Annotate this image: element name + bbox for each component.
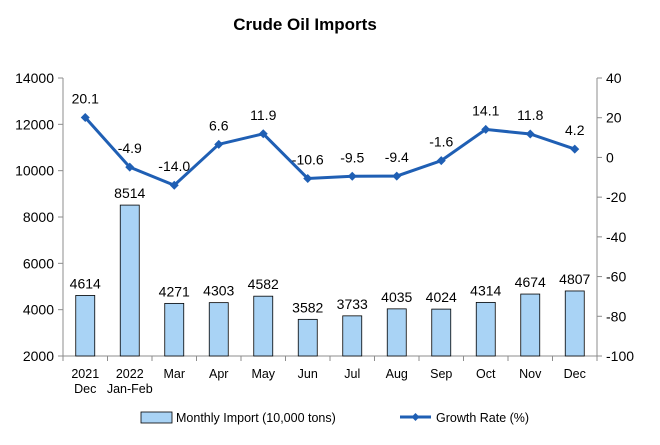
growth-rate-marker [214,139,224,149]
bar-value-label: 4674 [515,274,546,290]
x-tick-label: Sep [430,367,452,381]
x-tick-label: May [251,367,275,381]
bar-value-label: 4614 [70,275,101,291]
growth-rate-label: -1.6 [429,134,453,150]
bar-value-label: 3733 [337,296,368,312]
bar-value-label: 4024 [426,289,457,305]
growth-rate-marker [570,144,580,154]
x-tick-label: Dec [564,367,586,381]
growth-rate-label: -14.0 [158,158,190,174]
growth-rate-marker [436,156,446,166]
left-tick-label: 6000 [23,255,54,271]
growth-rate-label: 4.2 [565,122,585,138]
x-tick-label: Mar [163,367,185,381]
bar-value-label: 4271 [159,283,190,299]
bar-value-label: 3582 [292,299,323,315]
left-tick-label: 10000 [15,163,54,179]
x-tick-label: Jun [298,367,318,381]
bar-value-label: 8514 [114,185,145,201]
growth-rate-label: 11.8 [517,107,543,123]
bar [297,318,318,357]
bar [119,204,140,357]
right-tick-label: 40 [606,70,622,86]
bar [208,302,229,357]
bar [342,315,363,357]
right-tick-label: -60 [606,269,626,285]
growth-rate-marker [392,171,402,181]
growth-rate-marker [303,173,313,183]
x-tick-label: Nov [519,367,542,381]
growth-rate-marker [347,171,357,181]
bar [164,302,185,357]
bar [520,293,541,357]
bar [564,290,585,357]
bar [75,295,96,357]
growth-rate-marker [525,129,535,139]
chart-title: Crude Oil Imports [233,15,377,34]
growth-rate-label: -4.9 [118,140,142,156]
bar-value-label: 4807 [559,271,590,287]
growth-rate-label: 14.1 [472,102,499,118]
x-tick-label: Aug [386,367,408,381]
growth-rate-marker [481,124,491,134]
left-tick-label: 14000 [15,70,54,86]
growth-rate-label: -9.5 [340,149,364,165]
x-tick-label: 2022 [116,367,144,381]
right-tick-label: 0 [606,149,614,165]
x-tick-label: Dec [74,382,96,396]
right-tick-label: 20 [606,110,622,126]
x-tick-label: Jan-Feb [107,382,153,396]
legend-bar-swatch [140,411,173,424]
bar [431,308,452,357]
x-tick-label: Oct [476,367,496,381]
bar [475,301,496,357]
left-tick-label: 4000 [23,302,54,318]
growth-rate-marker [80,113,90,123]
right-tick-label: -20 [606,189,626,205]
bar-value-label: 4314 [470,282,501,298]
growth-rate-marker [258,129,268,139]
growth-rate-marker [125,162,135,172]
bar-value-label: 4035 [381,289,412,305]
left-tick-label: 2000 [23,348,54,364]
left-tick-label: 8000 [23,209,54,225]
legend-bar-label: Monthly Import (10,000 tons) [176,411,336,425]
growth-rate-marker [169,180,179,190]
left-tick-label: 12000 [15,116,54,132]
bar [253,295,274,357]
x-tick-label: Apr [209,367,228,381]
x-tick-label: Jul [344,367,360,381]
legend-line-label: Growth Rate (%) [436,411,529,425]
growth-rate-label: -9.4 [385,149,409,165]
growth-rate-label: -10.6 [292,151,324,167]
growth-rate-line [84,116,576,187]
bar [386,308,407,357]
x-tick-label: 2021 [71,367,99,381]
right-tick-label: -100 [606,348,634,364]
right-tick-label: -80 [606,308,626,324]
growth-rate-label: 11.9 [250,107,276,123]
growth-rate-label: 6.6 [209,117,229,133]
legend-line-marker [411,413,420,421]
growth-rate-label: 20.1 [72,91,99,107]
bar-value-label: 4582 [248,276,279,292]
right-tick-label: -40 [606,229,626,245]
bar-value-label: 4303 [203,283,234,299]
